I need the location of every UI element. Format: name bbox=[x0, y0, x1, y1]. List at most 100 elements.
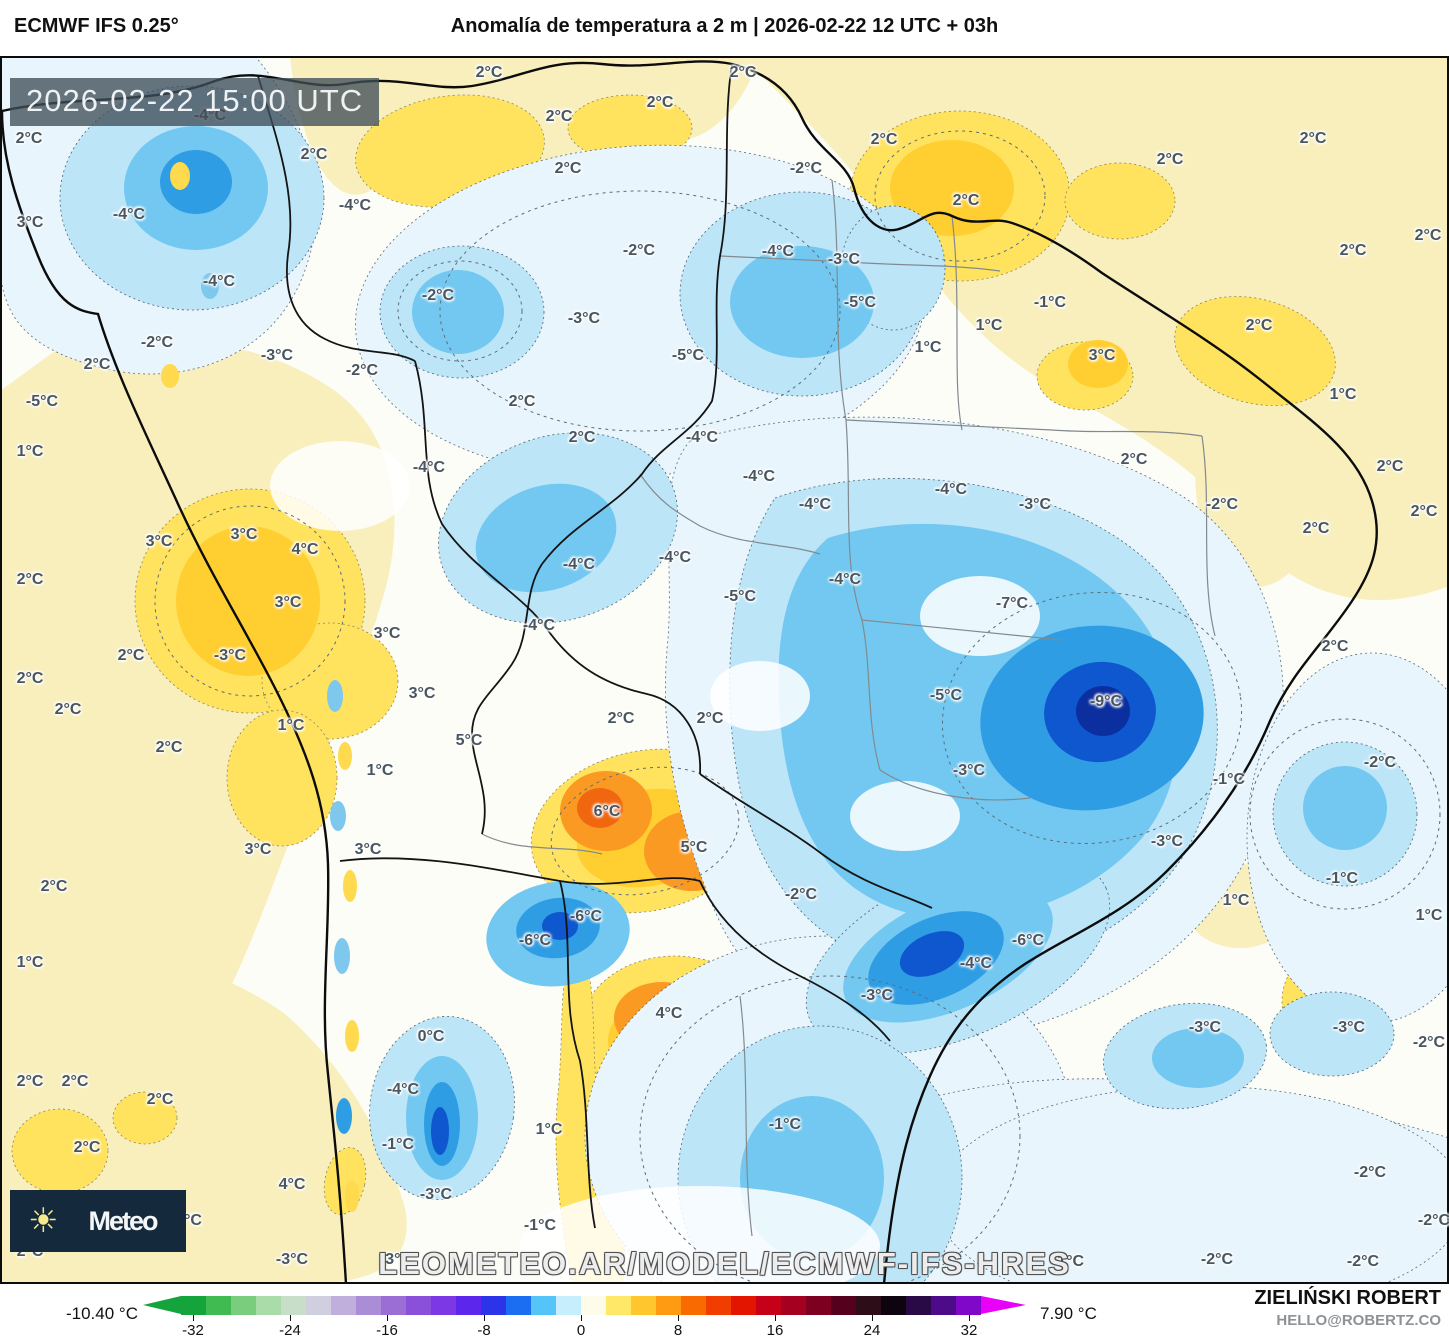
temp-label: -1°C bbox=[1212, 771, 1246, 788]
cold-navy-core bbox=[1076, 686, 1130, 736]
colorbar-right-arrow bbox=[981, 1296, 1026, 1314]
temp-label: -1°C bbox=[1051, 1253, 1085, 1270]
colorbar-segment bbox=[256, 1296, 281, 1315]
temp-label: 1°C bbox=[366, 762, 394, 779]
colorbar-segment bbox=[931, 1296, 956, 1315]
temp-label: -4°C bbox=[685, 429, 719, 446]
temp-label: 5°C bbox=[680, 839, 708, 856]
temp-label: 2°C bbox=[1339, 242, 1367, 259]
temp-label: -1°C bbox=[381, 1136, 415, 1153]
temp-label: 1°C bbox=[277, 717, 305, 734]
temp-label: 2°C bbox=[83, 356, 111, 373]
colorbar-segment bbox=[431, 1296, 456, 1315]
temp-label: -4°C bbox=[386, 1081, 420, 1098]
temp-label: 5°C bbox=[455, 732, 483, 749]
colorbar-segment bbox=[781, 1296, 806, 1315]
temp-label: 1°C bbox=[1329, 386, 1357, 403]
temp-label: -4°C bbox=[338, 197, 372, 214]
colorbar-segment bbox=[356, 1296, 381, 1315]
temp-label: 2°C bbox=[54, 701, 82, 718]
state-borders bbox=[481, 179, 1216, 1237]
temp-label: 2°C bbox=[1156, 151, 1184, 168]
temp-label: 3°C bbox=[274, 594, 302, 611]
colorbar-tick-label: -32 bbox=[182, 1322, 204, 1339]
temp-label: -4°C bbox=[522, 617, 556, 634]
colorbar-max-value: 7.90 °C bbox=[1040, 1304, 1097, 1323]
temp-label: -4°C bbox=[934, 481, 968, 498]
colorbar-tick bbox=[387, 1315, 388, 1321]
colorbar-tick-label: 0 bbox=[576, 1322, 586, 1339]
colorbar-tick-label: 24 bbox=[863, 1322, 881, 1339]
temp-label: 1°C bbox=[975, 317, 1003, 334]
temp-label: 2°C bbox=[16, 670, 44, 687]
temp-label: 2°C bbox=[554, 160, 582, 177]
temp-label: 1°C bbox=[16, 954, 44, 971]
temp-label: -1°C bbox=[523, 1217, 557, 1234]
temp-label: 4°C bbox=[655, 1005, 683, 1022]
temp-label: 0°C bbox=[417, 1028, 445, 1045]
temp-label: -4°C bbox=[658, 549, 692, 566]
colorbar-tick bbox=[678, 1315, 679, 1321]
colorbar-segment bbox=[631, 1296, 656, 1315]
temp-label: -2°C bbox=[345, 362, 379, 379]
temp-label: 2°C bbox=[300, 146, 328, 163]
temp-label: 1°C bbox=[914, 339, 942, 356]
colorbar-segment bbox=[606, 1296, 631, 1315]
colorbar-segment bbox=[856, 1296, 881, 1315]
temp-label: 3°C bbox=[16, 214, 44, 231]
colorbar-segment bbox=[906, 1296, 931, 1315]
colorbar-segment bbox=[731, 1296, 756, 1315]
temp-label: -3°C bbox=[1332, 1019, 1366, 1036]
temp-label: -4°C bbox=[412, 459, 446, 476]
inner-country-borders bbox=[257, 63, 933, 1229]
colorbar-segment bbox=[281, 1296, 306, 1315]
temp-label: 2°C bbox=[646, 94, 674, 111]
temp-label: -5°C bbox=[929, 687, 963, 704]
temp-label: -2°C bbox=[1205, 496, 1239, 513]
temp-label: 3°C bbox=[354, 841, 382, 858]
colorbar-segment bbox=[206, 1296, 231, 1315]
temp-label: 1°C bbox=[1222, 892, 1250, 909]
andes-speckle bbox=[161, 162, 359, 1212]
temp-label: 2°C bbox=[1245, 317, 1273, 334]
temp-label: -5°C bbox=[723, 588, 757, 605]
colorbar-segment bbox=[456, 1296, 481, 1315]
colorbar-segment bbox=[231, 1296, 256, 1315]
temp-label: 2°C bbox=[607, 710, 635, 727]
temp-label: 1°C bbox=[1415, 907, 1443, 924]
temp-label: -4°C bbox=[761, 243, 795, 260]
colorbar-segment bbox=[331, 1296, 356, 1315]
temp-label: -4°C bbox=[202, 273, 236, 290]
temp-label: 2°C bbox=[729, 64, 757, 81]
colorbar-tick bbox=[969, 1315, 970, 1321]
temp-label: -2°C bbox=[789, 160, 823, 177]
temp-label: °C bbox=[184, 1212, 202, 1229]
temp-label: -3°C bbox=[827, 251, 861, 268]
temp-label: -1°C bbox=[768, 1116, 802, 1133]
temp-label: -2°C bbox=[140, 334, 174, 351]
temp-label: -3°C bbox=[379, 1251, 413, 1268]
warm-deep-orange-core bbox=[577, 788, 623, 828]
temp-label: 2°C bbox=[1302, 520, 1330, 537]
temp-label: -2°C bbox=[1412, 1034, 1446, 1051]
colorbar-tick-label: -24 bbox=[279, 1322, 301, 1339]
temp-label: 2°C bbox=[696, 710, 724, 727]
temp-label: -3°C bbox=[213, 647, 247, 664]
temp-label: -3°C bbox=[567, 310, 601, 327]
temp-label: -2°C bbox=[1346, 1253, 1380, 1270]
temp-label: -3°C bbox=[1150, 833, 1184, 850]
colorbar-tick-label: 8 bbox=[673, 1322, 683, 1339]
colorbar-tick-label: 32 bbox=[960, 1322, 978, 1339]
temp-label: -6°C bbox=[569, 908, 603, 925]
colorbar-segment bbox=[956, 1296, 981, 1315]
temp-label: 3°C bbox=[373, 625, 401, 642]
temp-label: 3°C bbox=[408, 685, 436, 702]
temp-label: -4°C bbox=[959, 955, 993, 972]
temp-label: 2°C bbox=[146, 1091, 174, 1108]
temp-label: 3°C bbox=[244, 841, 272, 858]
temp-label: 2°C bbox=[870, 131, 898, 148]
temp-label: 2°C bbox=[61, 1073, 89, 1090]
temp-label: 2°C bbox=[1376, 458, 1404, 475]
cold-dark-cores bbox=[431, 661, 1156, 1155]
